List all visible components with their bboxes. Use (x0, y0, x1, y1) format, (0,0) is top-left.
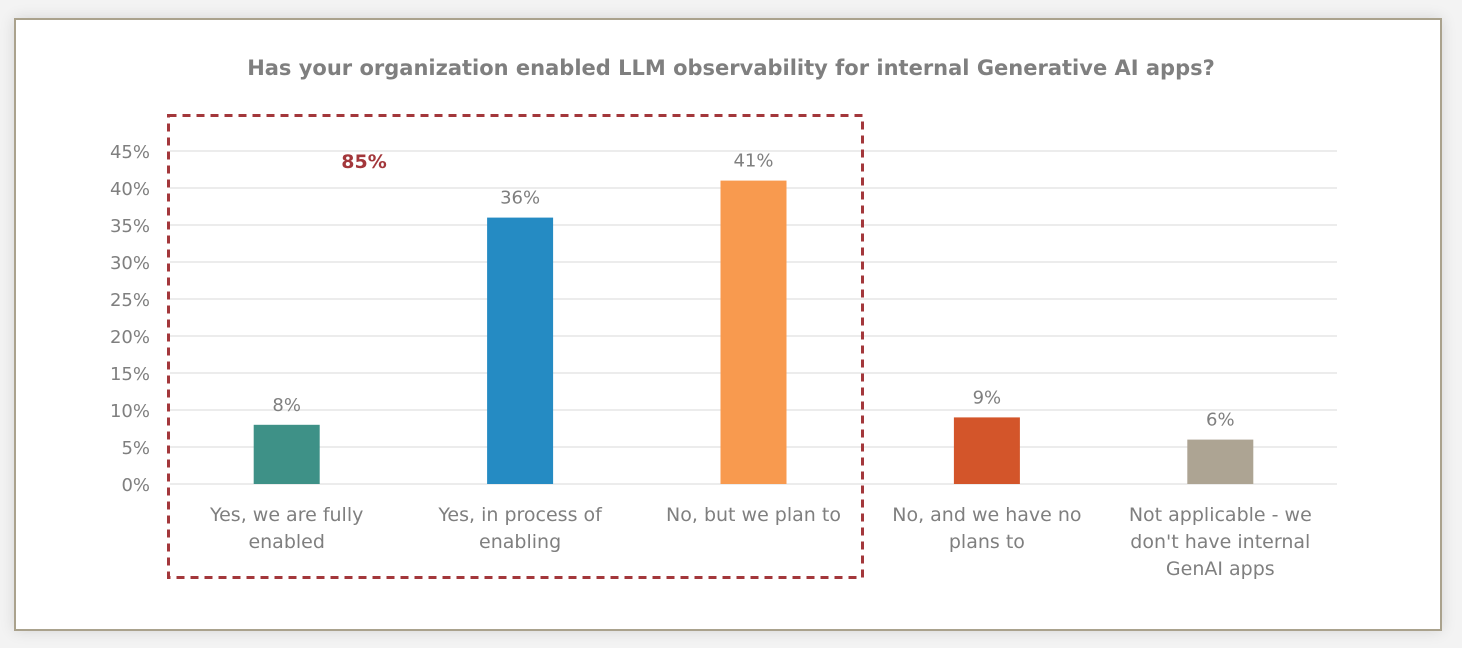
data-label: 36% (500, 188, 540, 209)
x-tick-label: enabled (248, 531, 324, 553)
bar (1187, 439, 1254, 484)
data-label: 8% (272, 395, 301, 416)
data-label: 6% (1206, 410, 1235, 431)
y-tick-label: 35% (110, 216, 150, 237)
data-label: 9% (973, 387, 1002, 408)
highlight-box (167, 114, 864, 579)
bar (253, 424, 320, 484)
y-tick-label: 15% (110, 364, 150, 385)
y-tick-label: 45% (110, 142, 150, 163)
annotation-label: 85% (341, 151, 386, 173)
y-tick-label: 25% (110, 290, 150, 311)
data-label: 41% (733, 151, 773, 172)
x-tick-label: GenAI apps (1166, 558, 1275, 580)
bar (487, 217, 554, 484)
x-tick-label: No, and we have no (892, 504, 1081, 526)
y-tick-label: 30% (110, 253, 150, 274)
x-tick-label: Yes, we are fully (209, 504, 363, 526)
x-tick-label: plans to (949, 531, 1025, 553)
bar (720, 180, 787, 484)
y-tick-label: 20% (110, 327, 150, 348)
y-tick-label: 0% (121, 475, 150, 496)
x-tick-label: No, but we plan to (666, 504, 841, 526)
y-tick-label: 5% (121, 438, 150, 459)
x-tick-label: don't have internal (1130, 531, 1310, 553)
x-tick-label: enabling (479, 531, 561, 553)
x-tick-label: Yes, in process of (437, 504, 603, 526)
bar (953, 417, 1020, 484)
y-tick-label: 40% (110, 179, 150, 200)
x-tick-label: Not applicable - we (1129, 504, 1312, 526)
y-tick-label: 10% (110, 401, 150, 422)
chart-title: Has your organization enabled LLM observ… (247, 56, 1215, 80)
